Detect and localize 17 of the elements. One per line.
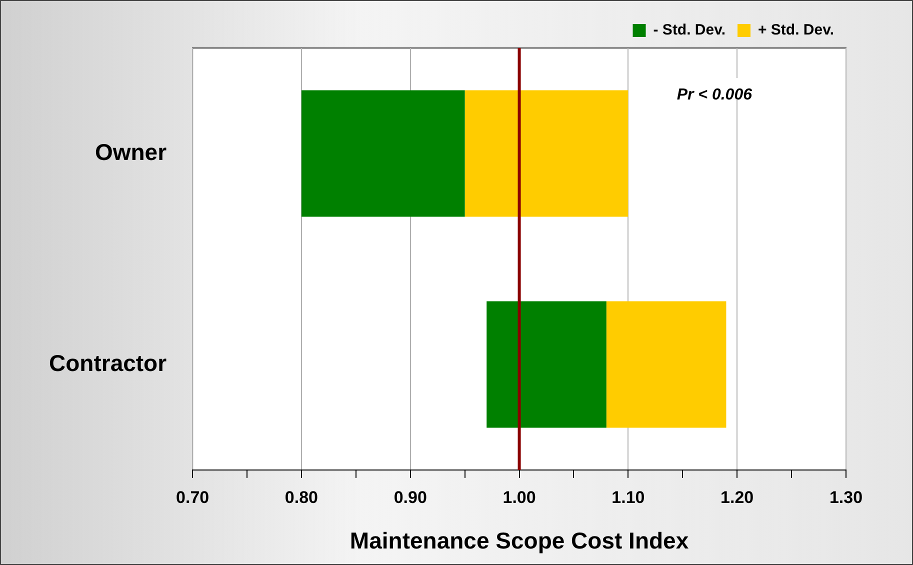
x-tick-label: 1.00	[502, 488, 536, 507]
x-axis-title: Maintenance Scope Cost Index	[350, 528, 689, 554]
x-tick-label: 0.70	[176, 488, 210, 507]
bar	[486, 301, 606, 428]
x-tick-label: 1.20	[720, 488, 754, 507]
legend-label: - Std. Dev.	[653, 22, 726, 39]
bar	[606, 301, 726, 428]
y-tick-label: Owner	[94, 138, 167, 165]
annotation: Pr < 0.006	[676, 86, 752, 104]
x-tick-label: 1.30	[829, 488, 863, 507]
bar	[301, 90, 465, 217]
x-tick-label: 0.90	[394, 488, 427, 507]
bar	[464, 90, 628, 217]
x-tick-label: 1.10	[612, 488, 645, 507]
legend-label: + Std. Dev.	[758, 22, 834, 39]
y-tick-label: Contractor	[49, 350, 167, 376]
x-tick-label: 0.80	[284, 488, 318, 507]
